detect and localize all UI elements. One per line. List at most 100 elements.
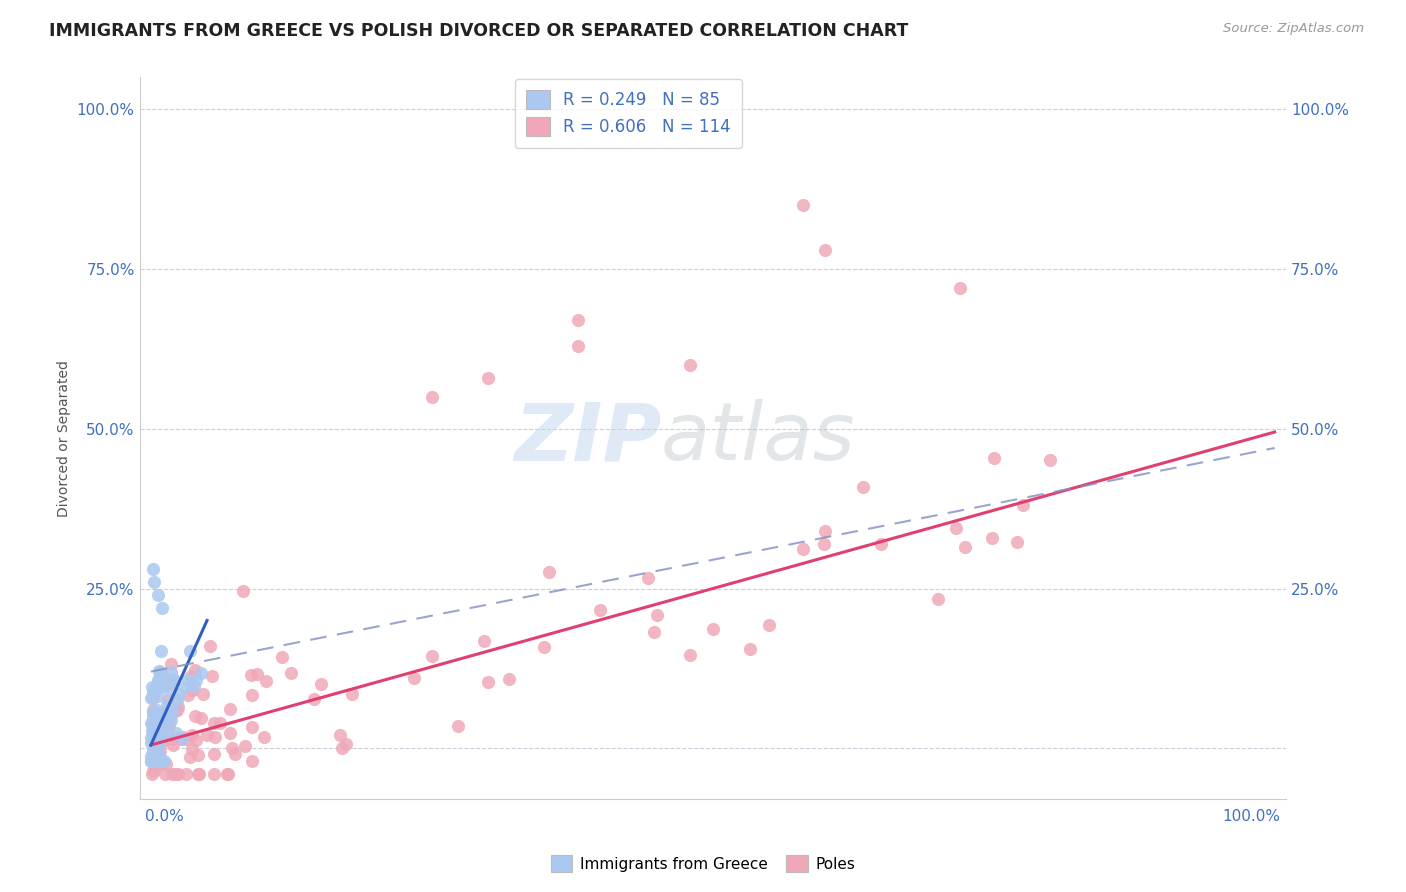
- Point: [202, 766, 225, 780]
- Point: [240, 688, 263, 702]
- Point: [402, 672, 425, 686]
- Point: [141, 731, 163, 745]
- Point: [335, 737, 357, 751]
- Point: [142, 685, 165, 699]
- Point: [155, 766, 177, 780]
- Point: [271, 650, 294, 665]
- Point: [146, 679, 169, 693]
- Point: [143, 754, 166, 768]
- Point: [157, 675, 180, 690]
- Point: [156, 714, 179, 728]
- Point: [180, 669, 202, 683]
- Point: [149, 715, 172, 730]
- Point: [340, 687, 363, 701]
- Point: [167, 766, 190, 780]
- Point: [148, 747, 170, 762]
- Point: [143, 731, 166, 745]
- Point: [173, 680, 195, 694]
- Point: [246, 666, 269, 681]
- Point: [160, 713, 183, 727]
- Point: [141, 723, 163, 738]
- Point: [329, 728, 352, 742]
- Point: [679, 648, 702, 662]
- Point: [184, 664, 207, 678]
- Point: [145, 706, 167, 721]
- Point: [474, 633, 496, 648]
- Point: [153, 754, 176, 768]
- Point: [145, 754, 167, 768]
- Point: [945, 521, 967, 535]
- Point: [142, 709, 165, 723]
- Point: [148, 733, 170, 747]
- Point: [180, 683, 202, 698]
- Point: [143, 706, 166, 720]
- Point: [142, 720, 165, 734]
- Point: [141, 754, 163, 768]
- Point: [143, 684, 166, 698]
- Point: [190, 665, 212, 680]
- Point: [240, 720, 263, 734]
- Point: [148, 665, 170, 679]
- Point: [143, 707, 166, 722]
- Point: [142, 764, 165, 778]
- Point: [1012, 498, 1035, 512]
- Point: [142, 728, 165, 742]
- Point: [149, 676, 172, 690]
- Point: [202, 716, 225, 731]
- Point: [567, 313, 589, 327]
- Point: [643, 625, 665, 640]
- Point: [160, 657, 183, 672]
- Point: [870, 537, 893, 551]
- Point: [148, 737, 170, 751]
- Point: [149, 732, 172, 747]
- Point: [201, 668, 224, 682]
- Point: [141, 716, 163, 731]
- Point: [814, 524, 837, 538]
- Point: [155, 705, 177, 719]
- Point: [160, 766, 183, 780]
- Point: [145, 756, 167, 770]
- Point: [142, 562, 165, 576]
- Point: [302, 691, 325, 706]
- Point: [190, 711, 212, 725]
- Point: [184, 708, 207, 723]
- Point: [174, 766, 197, 780]
- Point: [204, 731, 226, 745]
- Text: ZIP: ZIP: [513, 400, 661, 477]
- Point: [208, 716, 231, 731]
- Point: [477, 674, 499, 689]
- Point: [758, 617, 780, 632]
- Point: [141, 748, 163, 763]
- Point: [218, 702, 240, 716]
- Point: [157, 712, 180, 726]
- Point: [217, 766, 239, 780]
- Point: [202, 747, 225, 761]
- Point: [187, 766, 209, 780]
- Point: [145, 754, 167, 768]
- Point: [141, 754, 163, 768]
- Point: [142, 705, 165, 719]
- Point: [141, 766, 163, 780]
- Point: [181, 742, 204, 756]
- Point: [179, 644, 201, 658]
- Point: [198, 640, 221, 654]
- Point: [166, 693, 188, 707]
- Point: [852, 479, 875, 493]
- Point: [177, 673, 200, 687]
- Point: [143, 575, 166, 590]
- Point: [1007, 535, 1029, 549]
- Point: [172, 731, 194, 746]
- Point: [172, 731, 194, 745]
- Point: [160, 731, 183, 746]
- Point: [152, 713, 174, 727]
- Point: [146, 588, 169, 602]
- Point: [146, 759, 169, 773]
- Point: [224, 747, 246, 761]
- Point: [141, 717, 163, 731]
- Point: [141, 680, 163, 694]
- Point: [145, 681, 167, 695]
- Point: [143, 714, 166, 728]
- Point: [149, 744, 172, 758]
- Point: [645, 607, 668, 622]
- Point: [143, 754, 166, 768]
